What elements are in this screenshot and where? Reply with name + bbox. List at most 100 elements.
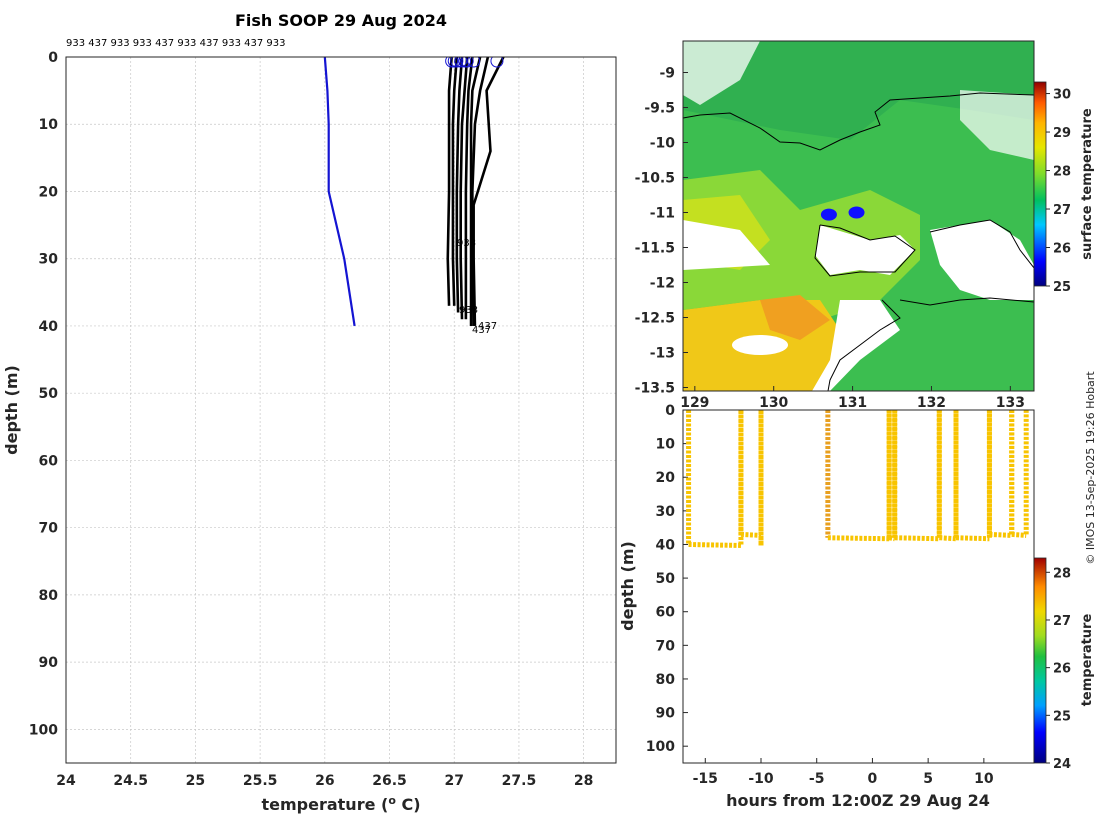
profile-x-tick: 26.5 [372, 773, 407, 789]
profile-x-tick: 24.5 [113, 773, 148, 789]
sst-colorbar-ticks: 25 26 27 28 29 30 [1046, 88, 1071, 295]
profile-y-tick: 80 [39, 588, 59, 604]
cast-4 [825, 410, 892, 542]
section-y-tick: 90 [656, 706, 676, 722]
coastline-east [929, 219, 1034, 269]
cast-bottom [894, 535, 940, 542]
map-y-tick: -11.5 [635, 241, 675, 257]
cloud-gap-3 [683, 41, 760, 105]
map-y-ticks: -9 -9.5 -10 -10.5 -11 -11.5 -12 -12.5 -13 -13.5 [635, 66, 688, 397]
sst-cb-tick: 26 [1053, 242, 1071, 257]
cast-bottom [827, 535, 890, 542]
profile-x-tick: 28 [574, 773, 593, 789]
profile-y-ticks: 0 10 20 30 40 50 60 70 80 90 100 [29, 50, 58, 738]
profile-line-p8 [472, 57, 505, 326]
top-station-labels: 933 437 933 933 437 933 437 933 437 933 [66, 38, 285, 49]
section-x-tick: -10 [748, 771, 774, 787]
section-x-tick: 5 [923, 771, 933, 787]
profile-end-labels: 933 933 437 437 [457, 238, 497, 336]
map-x-ticks: 129 130 131 132 133 [680, 386, 1025, 411]
section-y-tick: 100 [646, 739, 675, 755]
cast-8 [953, 410, 992, 542]
surface-marker [460, 57, 474, 68]
surface-marker [447, 57, 461, 68]
land-melville [815, 225, 915, 275]
profile-x-label: temperature (o C) [261, 794, 420, 814]
section-y-tick: 80 [656, 672, 676, 688]
section-y-tick: 30 [656, 504, 676, 520]
vessel-track [820, 206, 865, 221]
coastline-island [814, 224, 916, 277]
section-y-tick: 20 [656, 470, 676, 486]
cloud-gap-4 [960, 90, 1034, 160]
temp-cb-tick: 26 [1053, 662, 1071, 677]
cast-bottom [888, 535, 896, 542]
profile-line-p5 [464, 57, 474, 320]
vessel-position [848, 206, 865, 219]
profile-x-tick: 27.5 [502, 773, 537, 789]
coastline-gulf [899, 297, 1034, 306]
profile-y-tick: 50 [39, 386, 59, 402]
copyright-notice: © IMOS 13-Sep-2025 19:26 Hobart [1084, 371, 1097, 565]
sst-cb-tick: 30 [1053, 88, 1071, 103]
sst-cb-tick: 28 [1053, 165, 1071, 180]
profile-series [323, 57, 505, 327]
surface-marker [467, 57, 481, 68]
cast-bottom [1011, 531, 1027, 538]
cast-10 [1009, 410, 1029, 538]
sst-colorbar [1033, 81, 1047, 287]
profile-chart: Fish SOOP 29 Aug 2024 933 437 933 933 43… [2, 11, 617, 814]
end-label-3: 437 [478, 321, 497, 332]
section-x-label: hours from 12:00Z 29 Aug 24 [726, 791, 990, 810]
map-y-tick: -12 [650, 276, 675, 292]
section-chart: 0 10 20 30 40 50 60 70 80 90 100 -15 -10 -5 0 5 10 hour… [618, 403, 1095, 810]
profile-x-tick: 26 [315, 773, 334, 789]
section-y-tick: 0 [665, 403, 675, 419]
section-y-ticks: 0 10 20 30 40 50 60 70 80 90 100 [646, 403, 675, 755]
profile-x-tick: 25.5 [243, 773, 278, 789]
cast-9 [986, 410, 1015, 538]
profile-y-tick: 40 [39, 319, 59, 335]
temperature-colorbar-label: temperature [1080, 614, 1095, 707]
temp-cb-tick: 24 [1053, 757, 1071, 772]
profile-x-tick: 24 [56, 773, 76, 789]
map-y-tick: -11 [650, 206, 675, 222]
profile-y-tick: 70 [39, 521, 59, 537]
sst-map: -9 -9.5 -10 -10.5 -11 -11.5 -12 -12.5 -13 -13.5 1… [635, 40, 1095, 411]
sst-cb-tick: 25 [1053, 280, 1071, 295]
profile-y-label: depth (m) [2, 365, 21, 455]
cast-6 [892, 410, 942, 542]
sst-cb-tick: 29 [1053, 126, 1071, 141]
profile-y-tick: 20 [39, 184, 59, 200]
cast-1 [686, 410, 744, 548]
profile-axes-frame [65, 56, 617, 764]
cast-bottom [939, 535, 957, 542]
section-y-tick: 40 [656, 537, 676, 553]
map-x-tick: 133 [996, 395, 1025, 411]
cast-7 [936, 410, 959, 542]
map-y-tick: -10.5 [635, 171, 675, 187]
section-x-tick: 0 [868, 771, 878, 787]
section-y-tick: 70 [656, 638, 676, 654]
profile-line-p4 [459, 57, 469, 320]
section-x-ticks: -15 -10 -5 0 5 10 [693, 771, 994, 787]
map-y-tick: -9 [659, 66, 675, 82]
map-y-tick: -10 [650, 136, 676, 152]
cloud-gap-2 [683, 220, 770, 270]
temp-cb-tick: 28 [1053, 566, 1071, 581]
section-x-tick: -15 [693, 771, 718, 787]
vessel-position [820, 208, 837, 221]
section-y-tick: 50 [656, 571, 676, 587]
profile-y-tick: 60 [39, 453, 59, 469]
profile-y-tick: 100 [29, 722, 58, 738]
land-east [930, 220, 1034, 300]
surface-marker [445, 57, 459, 68]
profile-y-tick: 10 [39, 117, 59, 133]
profile-y-tick: 90 [39, 655, 59, 671]
section-y-tick: 60 [656, 605, 676, 621]
map-x-tick: 131 [838, 395, 867, 411]
map-y-tick: -9.5 [644, 101, 675, 117]
section-y-label: depth (m) [618, 541, 637, 631]
sst-colorbar-label: surface temperature [1080, 108, 1095, 260]
